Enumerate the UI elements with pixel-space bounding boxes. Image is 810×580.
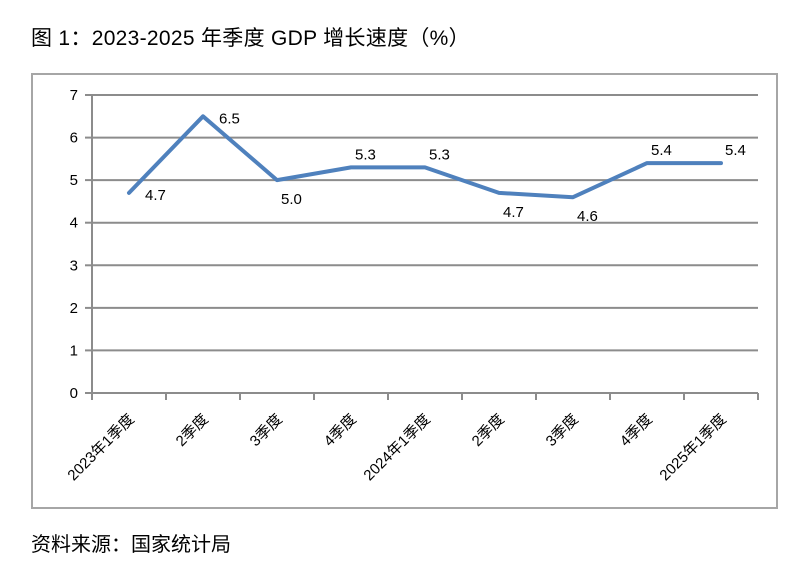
x-axis-label: 2024年1季度 xyxy=(360,411,433,484)
data-label: 4.6 xyxy=(577,208,598,225)
chart-border xyxy=(31,73,778,509)
x-axis-label: 2季度 xyxy=(173,411,212,450)
figure-source: 资料来源：国家统计局 xyxy=(31,534,231,556)
data-label: 5.0 xyxy=(281,191,302,208)
y-tick-label: 3 xyxy=(70,257,78,274)
x-axis-label: 2025年1季度 xyxy=(656,411,729,484)
y-tick-label: 7 xyxy=(70,87,78,104)
x-axis-label: 4季度 xyxy=(617,411,656,450)
y-tick-label: 0 xyxy=(70,385,78,402)
y-tick-label: 5 xyxy=(70,172,78,189)
x-axis-label: 2023年1季度 xyxy=(64,411,137,484)
x-axis-label: 3季度 xyxy=(543,411,582,450)
x-axis-label: 3季度 xyxy=(247,411,286,450)
x-axis-label: 4季度 xyxy=(321,411,360,450)
y-tick-label: 4 xyxy=(70,215,78,232)
data-label: 5.4 xyxy=(651,142,672,159)
data-label: 5.3 xyxy=(429,146,450,163)
x-axis-label: 2季度 xyxy=(469,411,508,450)
gdp-line-series xyxy=(127,114,723,200)
data-label: 4.7 xyxy=(145,187,166,204)
y-tick-label: 1 xyxy=(70,342,78,359)
data-label: 6.5 xyxy=(219,110,240,127)
y-tick-label: 2 xyxy=(70,300,78,317)
data-label: 5.4 xyxy=(725,142,746,159)
data-label: 4.7 xyxy=(503,204,524,221)
figure-title: 图 1：2023-2025 年季度 GDP 增长速度（%） xyxy=(31,27,470,50)
y-tick-label: 6 xyxy=(70,130,78,147)
data-label: 5.3 xyxy=(355,146,376,163)
